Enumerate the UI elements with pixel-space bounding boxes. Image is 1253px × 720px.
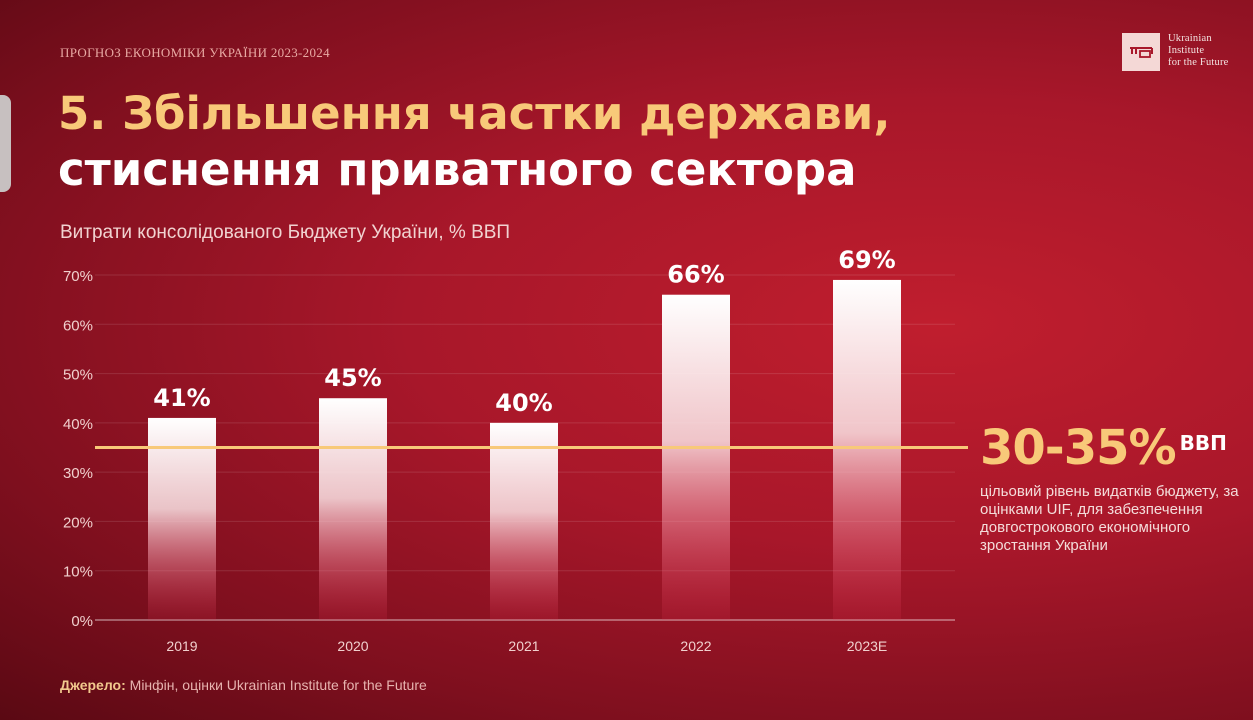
source-note: Джерело: Мінфін, оцінки Ukrainian Instit… — [60, 677, 427, 693]
report-kicker: ПРОГНОЗ ЕКОНОМІКИ УКРАЇНИ 2023-2024 — [60, 45, 330, 60]
chart-title: Витрати консолідованого Бюджету України,… — [60, 222, 511, 243]
y-tick-label: 50% — [63, 367, 93, 384]
key-logo-icon — [1122, 33, 1160, 71]
source-label: Джерело: — [60, 677, 126, 693]
title-line-1: 5. Збільшення частки держави, — [58, 87, 891, 140]
x-tick-label: 2020 — [337, 638, 368, 654]
y-tick-label: 20% — [63, 514, 93, 531]
y-tick-label: 10% — [63, 564, 93, 581]
bar-2019 — [148, 417, 216, 620]
target-level: 30-35% ВВП — [980, 420, 1227, 476]
bar-value-label: 66% — [667, 261, 724, 289]
y-tick-label: 40% — [63, 416, 93, 433]
bar-2020 — [319, 398, 387, 620]
x-tick-label: 2019 — [166, 638, 197, 654]
y-tick-label: 0% — [71, 613, 93, 630]
logo-wordmark: Ukrainian Institute for the Future — [1168, 33, 1229, 69]
uif-logo: Ukrainian Institute for the Future — [1122, 33, 1229, 71]
bar-value-label: 40% — [495, 389, 552, 417]
page-title: 5. Збільшення частки держави, стиснення … — [58, 86, 890, 198]
logo-line-1: Ukrainian — [1168, 33, 1212, 44]
x-tick-label: 2022 — [680, 638, 711, 654]
bar-2021 — [490, 422, 558, 620]
logo-line-2: Institute — [1168, 45, 1205, 56]
target-value: 30-35% — [980, 420, 1177, 476]
x-tick-label: 2023E — [847, 638, 887, 654]
bar-value-label: 69% — [838, 246, 895, 274]
bar-2023E — [833, 279, 901, 620]
y-tick-label: 60% — [63, 317, 93, 334]
target-description: цільовий рівень видатків бюджету, за оці… — [980, 483, 1239, 554]
y-tick-label: 30% — [63, 465, 93, 482]
source-text: Мінфін, оцінки Ukrainian Institute for t… — [125, 677, 427, 693]
x-tick-label: 2021 — [508, 638, 539, 654]
target-unit: ВВП — [1179, 431, 1227, 455]
side-scroll-tab[interactable] — [0, 95, 11, 192]
bar-2022 — [662, 294, 730, 620]
title-line-2: стиснення приватного сектора — [58, 143, 857, 196]
bar-value-label: 45% — [324, 364, 381, 392]
bar-value-label: 41% — [153, 384, 210, 412]
logo-line-3: for the Future — [1168, 57, 1229, 68]
y-tick-label: 70% — [63, 268, 93, 285]
